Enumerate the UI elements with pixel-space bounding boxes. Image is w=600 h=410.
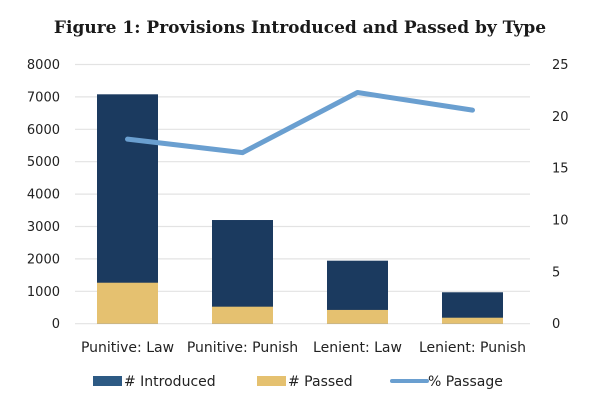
right-tick-label: 5 [552, 265, 560, 280]
legend-swatch-passed [257, 376, 286, 386]
left-tick-label: 3000 [27, 220, 60, 235]
left-tick-label: 7000 [27, 90, 60, 105]
category-label: Punitive: Punish [187, 340, 298, 356]
left-tick-label: 8000 [27, 58, 60, 73]
bars [97, 94, 503, 324]
bar-introduced [212, 220, 273, 324]
bar-passed [97, 282, 158, 324]
left-tick-label: 4000 [27, 188, 60, 203]
legend: # Introduced # Passed % Passage [93, 374, 503, 390]
right-tick-label: 25 [552, 58, 569, 73]
legend-label-passed: # Passed [288, 374, 353, 390]
right-tick-label: 0 [552, 317, 560, 332]
legend-label-introduced: # Introduced [124, 374, 216, 390]
right-axis: 0 5 10 15 20 25 [552, 58, 569, 332]
legend-swatch-introduced [93, 376, 122, 386]
chart-title: Figure 1: Provisions Introduced and Pass… [54, 18, 546, 38]
line-passage [125, 89, 475, 156]
bar-passed [442, 317, 503, 324]
left-tick-label: 5000 [27, 155, 60, 170]
left-tick-label: 2000 [27, 252, 60, 267]
bar-passed [327, 309, 388, 324]
right-tick-label: 10 [552, 214, 569, 229]
left-tick-label: 0 [52, 317, 60, 332]
passage-line [125, 89, 475, 156]
left-tick-label: 1000 [27, 285, 60, 300]
right-tick-label: 15 [552, 162, 569, 177]
category-label: Lenient: Law [313, 340, 402, 356]
legend-label-passage: % Passage [428, 374, 503, 390]
right-tick-label: 20 [552, 110, 569, 125]
category-labels: Punitive: Law Punitive: Punish Lenient: La… [81, 340, 526, 356]
left-tick-label: 6000 [27, 123, 60, 138]
left-axis: 0 1000 2000 3000 4000 5000 6000 7000 8000 [27, 58, 60, 332]
category-label: Lenient: Punish [419, 340, 526, 356]
category-label: Punitive: Law [81, 340, 174, 356]
bar-passed [212, 306, 273, 324]
